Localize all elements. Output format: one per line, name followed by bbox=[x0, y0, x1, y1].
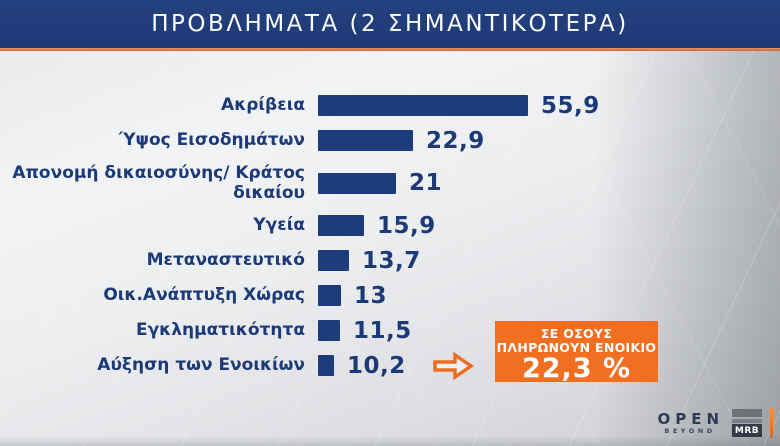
mrb-logo: MRB bbox=[732, 409, 762, 437]
callout-line1: ΣΕ ΟΣΟΥΣ bbox=[540, 326, 613, 341]
category-label: Ακρίβεια bbox=[221, 95, 305, 116]
category-label: Ύψος Εισοδημάτων bbox=[118, 130, 305, 151]
bar bbox=[318, 320, 340, 341]
category-label: Οικ.Ανάπτυξη Χώρας bbox=[103, 285, 305, 306]
category-label: Εγκληματικότητα bbox=[135, 320, 305, 341]
callout-line2: ΠΛΗΡΩΝΟΥΝ ΕΝΟΙΚΙΟ bbox=[496, 339, 657, 355]
chart-row: Απονομή δικαιοσύνης/ Κράτος δικαίου 21 bbox=[0, 158, 780, 208]
chart-row: Ύψος Εισοδημάτων 22,9 bbox=[0, 123, 780, 158]
bar-chart: Ακρίβεια 55,9 Ύψος Εισοδημάτων 22,9 Απονομή … bbox=[0, 88, 780, 383]
category-label: Απονομή δικαιοσύνης/ Κράτος δικαίου bbox=[12, 162, 305, 203]
value-label: 15,9 bbox=[377, 212, 436, 239]
chart-row: Εγκληματικότητα 11,5 bbox=[0, 313, 780, 348]
bar bbox=[318, 215, 364, 236]
open-logo: OPEN BEYOND bbox=[652, 409, 724, 435]
bar bbox=[318, 95, 528, 116]
chart-row: Οικ.Ανάπτυξη Χώρας 13 bbox=[0, 278, 780, 313]
title-bar: ΠΡΟΒΛΗΜΑΤΑ (2 ΣΗΜΑΝΤΙΚΟΤΕΡΑ) bbox=[0, 0, 780, 48]
value-label: 22,9 bbox=[426, 127, 485, 154]
footer-logos: OPEN BEYOND MRB bbox=[652, 407, 773, 439]
value-label: 21 bbox=[409, 170, 443, 196]
value-label: 11,5 bbox=[353, 317, 412, 344]
page-title: ΠΡΟΒΛΗΜΑΤΑ (2 ΣΗΜΑΝΤΙΚΟΤΕΡΑ) bbox=[151, 11, 629, 37]
callout-value: 22,3 % bbox=[521, 353, 632, 384]
chart-row: Αύξηση των Ενοικίων 10,2 bbox=[0, 348, 780, 383]
category-label: Υγεία bbox=[253, 215, 305, 236]
value-label: 55,9 bbox=[541, 92, 600, 119]
value-label: 13 bbox=[354, 282, 388, 309]
category-label: Αύξηση των Ενοικίων bbox=[97, 355, 305, 376]
category-label: Μεταναστευτικό bbox=[146, 250, 305, 271]
orange-edge-tick bbox=[770, 408, 773, 438]
open-logo-text: OPEN bbox=[657, 409, 724, 428]
value-label: 10,2 bbox=[347, 352, 406, 379]
chart-row: Υγεία 15,9 bbox=[0, 208, 780, 243]
open-logo-subtext: BEYOND bbox=[664, 426, 716, 435]
chart-row: Μεταναστευτικό 13,7 bbox=[0, 243, 780, 278]
mrb-logo-text: MRB bbox=[732, 424, 762, 437]
bar bbox=[318, 285, 341, 306]
bar bbox=[318, 130, 413, 151]
bar bbox=[318, 172, 396, 194]
bar bbox=[318, 250, 349, 271]
mrb-logo-stripe bbox=[732, 409, 762, 417]
callout-box: ΣΕ ΟΣΟΥΣ ΠΛΗΡΩΝΟΥΝ ΕΝΟΙΚΙΟ 22,3 % bbox=[495, 321, 658, 384]
bar bbox=[318, 355, 334, 376]
mrb-logo-stripe bbox=[732, 419, 762, 423]
arrow-right-icon bbox=[432, 351, 474, 381]
chart-row: Ακρίβεια 55,9 bbox=[0, 88, 780, 123]
value-label: 13,7 bbox=[362, 247, 421, 274]
title-underline bbox=[0, 48, 780, 51]
